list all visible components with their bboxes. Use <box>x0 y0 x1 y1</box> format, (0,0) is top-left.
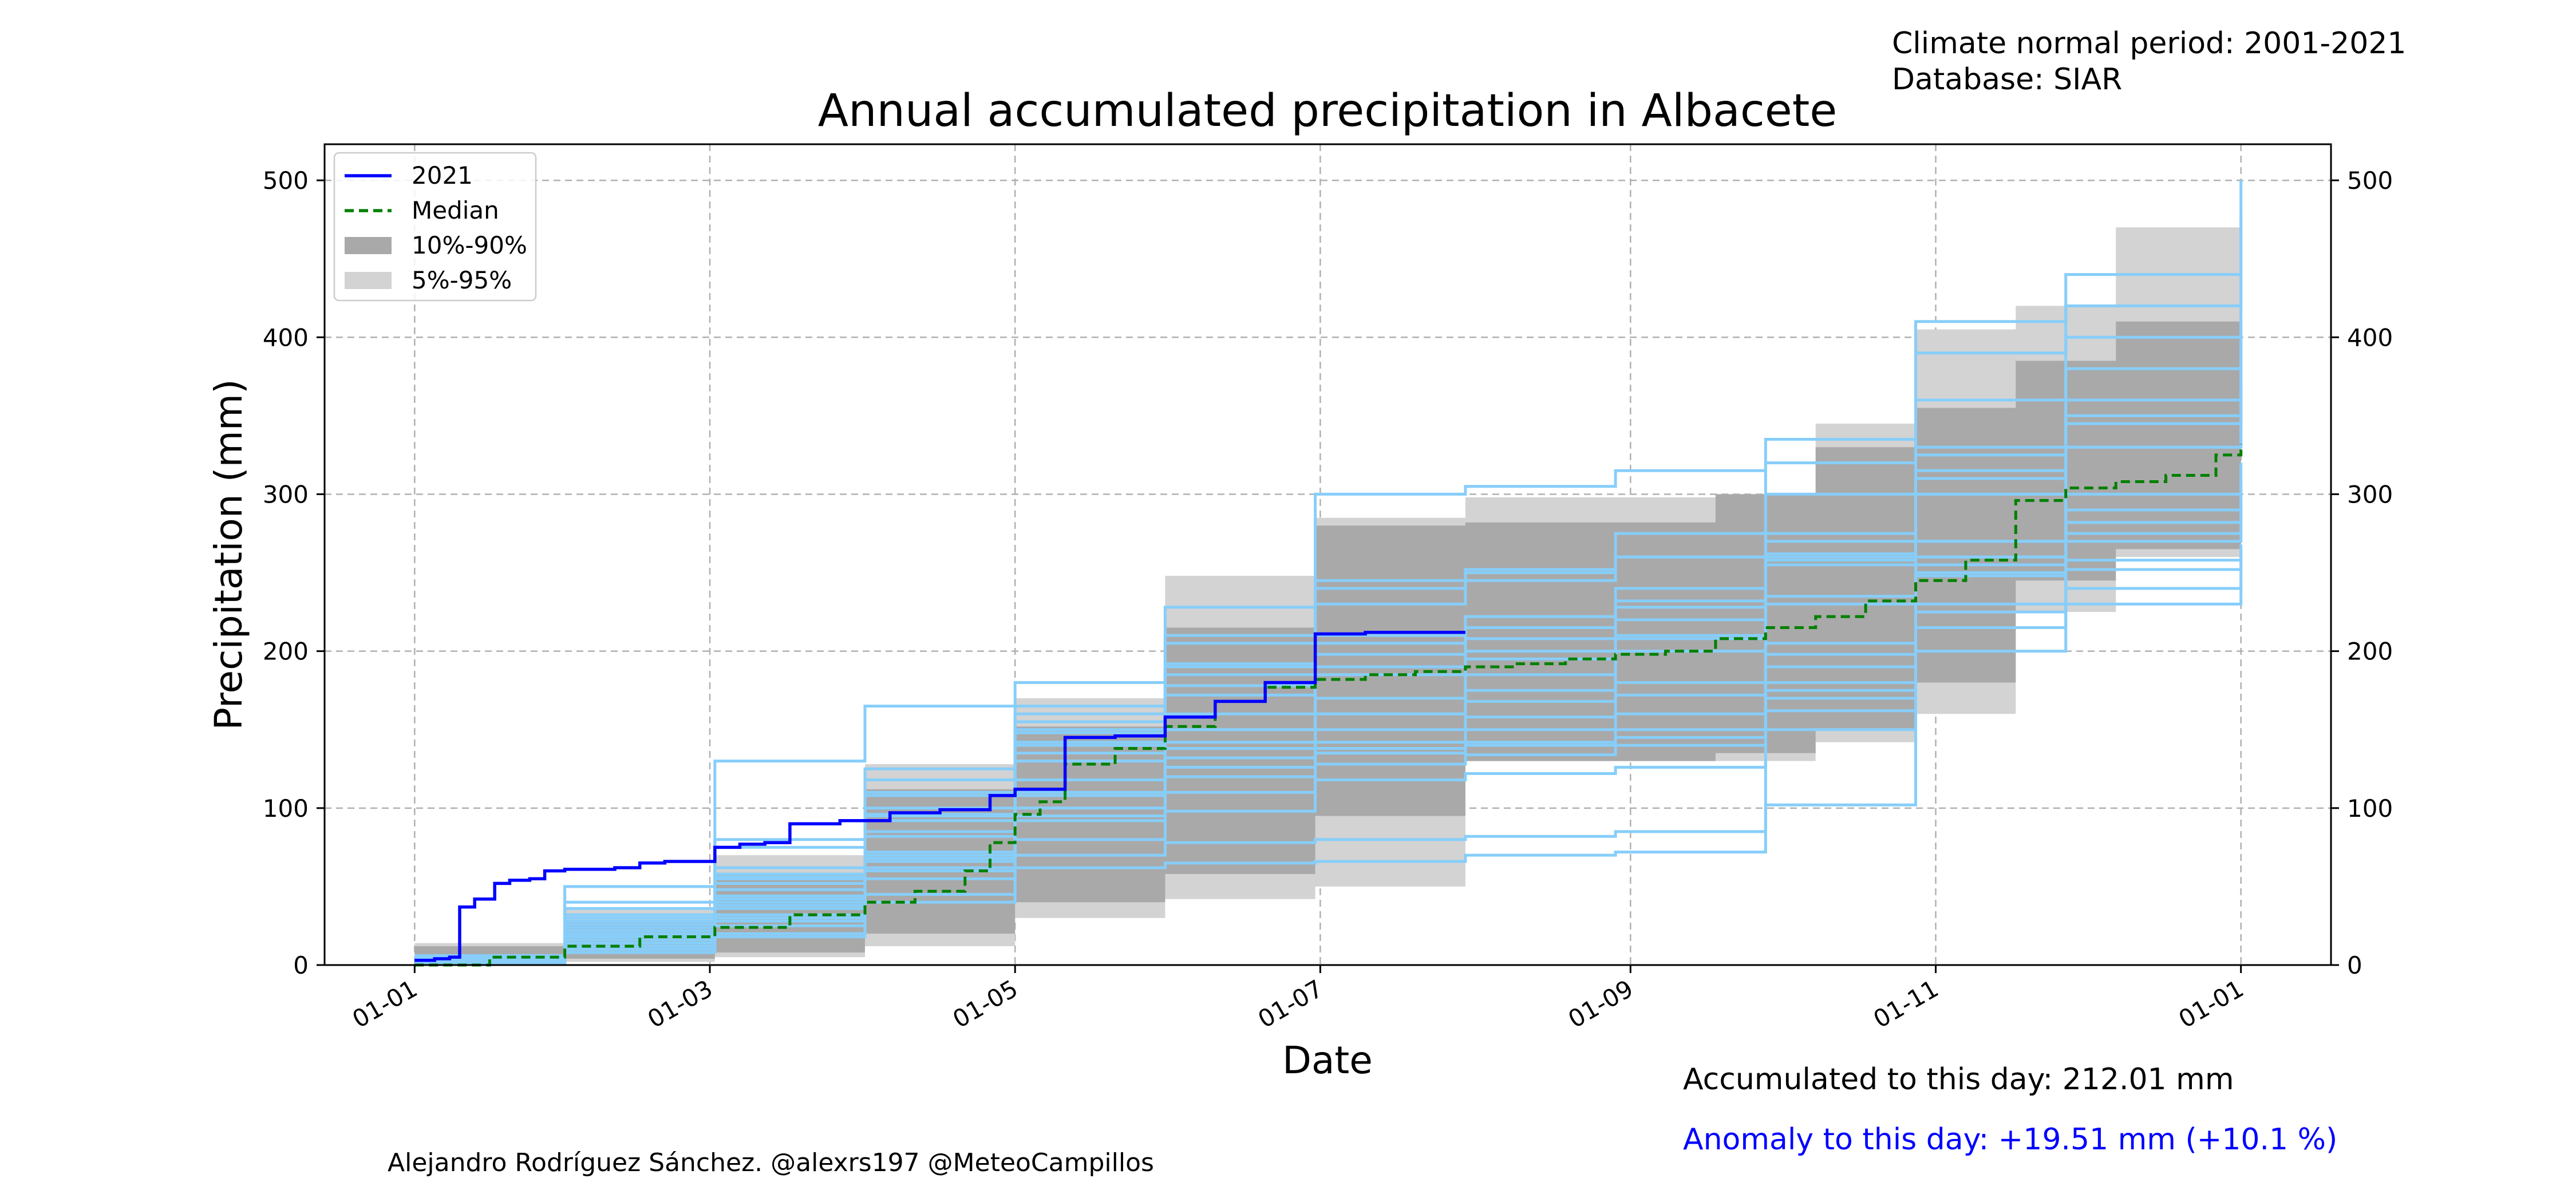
y-tick-label-right: 400 <box>2347 323 2393 351</box>
y-axis-label: Precipitation (mm) <box>207 379 251 730</box>
year-line <box>414 180 2243 959</box>
legend-label: 5%-95% <box>412 266 512 294</box>
year-line <box>414 215 2243 959</box>
y-tick-label-right: 100 <box>2347 794 2393 823</box>
legend-box <box>333 152 537 302</box>
anomaly-note: Anomaly to this day: +19.51 mm (+10.1 %) <box>1683 1122 2338 1157</box>
year-line <box>414 517 2243 963</box>
x-tick-label: 01-11 <box>1868 974 1943 1033</box>
y-tick-label-left: 400 <box>263 323 309 351</box>
band-10-90 <box>414 274 2241 962</box>
x-axis-label: Date <box>1282 1038 1373 1082</box>
climate-period-note: Climate normal period: 2001-2021 <box>1892 26 2407 61</box>
author-credit: Alejandro Rodríguez Sánchez. @alexrs197 … <box>388 1148 1154 1177</box>
y-tick-label-right: 300 <box>2347 480 2393 508</box>
current-year-line <box>414 630 1465 962</box>
x-tick-label: 01-09 <box>1563 974 1638 1033</box>
y-tick-label-left: 0 <box>293 951 309 979</box>
x-tick-label: 01-07 <box>1253 974 1327 1033</box>
current-year-line-group <box>414 630 1465 962</box>
chart-title: Annual accumulated precipitation in Alba… <box>818 85 1838 137</box>
y-tick-label-right: 0 <box>2347 951 2362 979</box>
legend-band-swatch <box>345 272 392 289</box>
band-10-90-area <box>414 274 2241 962</box>
legend-label: Median <box>412 196 499 224</box>
y-tick-label-left: 300 <box>263 480 309 508</box>
legend-label: 2021 <box>412 161 473 189</box>
y-tick-label-right: 200 <box>2347 638 2393 666</box>
accumulated-note: Accumulated to this day: 212.01 mm <box>1683 1062 2234 1097</box>
x-tick-label: 01-05 <box>948 974 1022 1033</box>
y-tick-label-left: 200 <box>263 638 309 666</box>
database-note: Database: SIAR <box>1892 62 2123 97</box>
legend-label: 10%-90% <box>412 231 527 259</box>
y-tick-label-right: 500 <box>2347 167 2393 195</box>
x-tick-label: 01-03 <box>643 974 717 1033</box>
legend: 2021 Median 10%-90% 5%-95% <box>333 152 537 302</box>
x-tick-label: 01-01 <box>347 974 422 1033</box>
y-tick-label-left: 100 <box>263 794 309 823</box>
plot-frame <box>323 143 2332 966</box>
legend-band-swatch <box>345 237 392 254</box>
x-tick-label: 01-01 <box>2174 974 2248 1033</box>
y-tick-label-left: 500 <box>263 167 309 195</box>
